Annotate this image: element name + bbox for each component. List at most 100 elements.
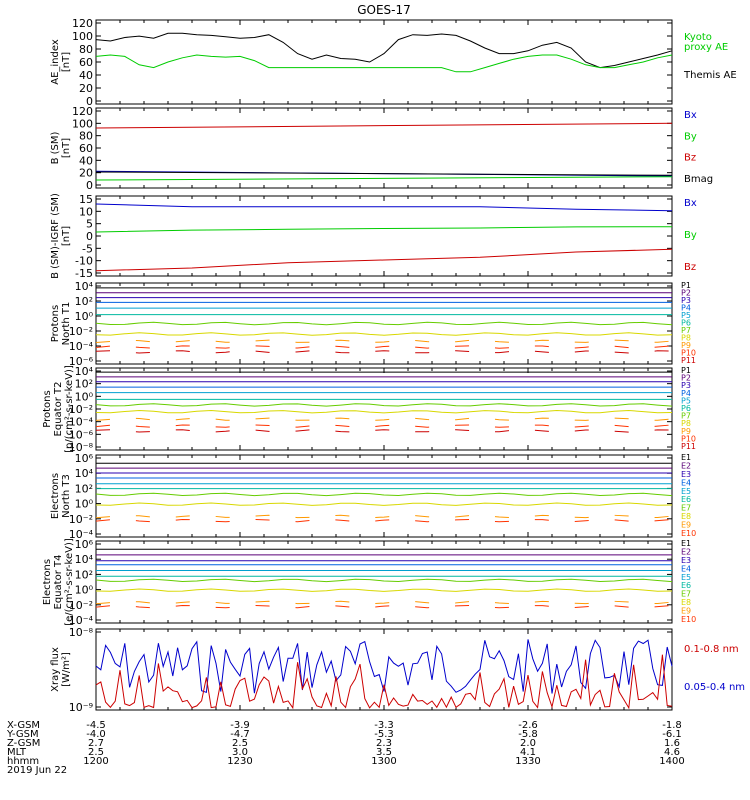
x-value: 2.7 bbox=[88, 738, 104, 749]
legend-entry: P4 bbox=[681, 389, 691, 398]
legend-entry: P5 bbox=[681, 396, 691, 405]
y-tick-label: 10⁴ bbox=[75, 280, 94, 293]
x-value: 1200 bbox=[83, 756, 108, 767]
legend-entry: E6 bbox=[681, 495, 691, 504]
legend-entry: Bz bbox=[684, 262, 696, 273]
y-tick-label: 40 bbox=[79, 154, 93, 167]
legend-entry: P10 bbox=[681, 434, 696, 443]
legend-entry: E7 bbox=[681, 590, 691, 599]
legend-entry: E3 bbox=[681, 470, 691, 479]
series-line-0-05-0-4-nm bbox=[95, 639, 673, 694]
channel-line-8 bbox=[95, 409, 673, 414]
channel-line-7 bbox=[95, 578, 673, 583]
x-value: 2.3 bbox=[376, 738, 392, 749]
legend-entry: Bmag bbox=[684, 174, 713, 185]
x-value: 3.0 bbox=[232, 747, 248, 758]
x-value: 4.6 bbox=[664, 747, 680, 758]
legend-entry: 0.05-0.4 nm bbox=[684, 682, 745, 693]
legend-entry: P6 bbox=[681, 319, 691, 328]
legend-entry: E10 bbox=[681, 615, 696, 624]
y-tick-label: 10 bbox=[79, 205, 93, 218]
y-axis-title: AE_index bbox=[50, 39, 61, 85]
y-axis-title: Xray flux bbox=[50, 647, 61, 692]
y-tick-label: 40 bbox=[79, 69, 93, 82]
y-tick-label: -10 bbox=[75, 255, 93, 268]
y-tick-label: 5 bbox=[86, 218, 93, 231]
legend-entry: P11 bbox=[681, 356, 696, 365]
x-row-label: X-GSM bbox=[7, 720, 40, 731]
legend-entry: E8 bbox=[681, 598, 691, 607]
y-axis-title: [nT] bbox=[61, 226, 72, 246]
x-row-label: 2019 Jun 22 bbox=[7, 765, 67, 776]
legend-entry: E4 bbox=[681, 564, 691, 573]
y-tick-label: 10⁻⁴ bbox=[69, 340, 94, 353]
channel-line-10 bbox=[95, 518, 673, 523]
x-value: -3.9 bbox=[230, 720, 250, 731]
y-tick-label: 10² bbox=[75, 378, 93, 391]
x-value: 1400 bbox=[659, 756, 684, 767]
legend-entry: E5 bbox=[681, 573, 691, 582]
y-tick-label: 10⁻² bbox=[69, 403, 93, 416]
series-line-bmag bbox=[95, 171, 673, 176]
y-tick-label: 10⁻² bbox=[69, 599, 93, 612]
channel-line-10 bbox=[95, 604, 673, 609]
y-axis-title: [p/(cm²-s-sr-keV)] bbox=[64, 365, 75, 453]
y-tick-label: -15 bbox=[75, 267, 93, 280]
legend-entry: E9 bbox=[681, 607, 691, 616]
series-line-by bbox=[95, 226, 673, 233]
legend-entry: By bbox=[684, 230, 697, 241]
series-line-bx bbox=[95, 203, 673, 212]
y-tick-label: 10⁻⁴ bbox=[69, 528, 94, 541]
x-value: 2.5 bbox=[232, 738, 248, 749]
y-tick-label: 10² bbox=[75, 295, 93, 308]
series-line-bz bbox=[95, 122, 673, 129]
y-tick-label: 60 bbox=[79, 56, 93, 69]
x-row-label: hhmm bbox=[7, 756, 39, 767]
x-value: 1.6 bbox=[664, 738, 680, 749]
series-line-themis-ae bbox=[95, 32, 673, 69]
y-tick-label: 0 bbox=[86, 230, 93, 243]
y-axis-title: [nT] bbox=[61, 138, 72, 158]
y-tick-label: 80 bbox=[79, 130, 93, 143]
y-tick-label: 15 bbox=[79, 193, 93, 206]
y-tick-label: 10⁰ bbox=[75, 390, 94, 403]
legend-entry: E4 bbox=[681, 478, 691, 487]
x-value: 1330 bbox=[515, 756, 540, 767]
y-tick-label: 10⁴ bbox=[75, 467, 94, 480]
y-tick-label: 60 bbox=[79, 142, 93, 155]
y-tick-label: 120 bbox=[72, 105, 93, 118]
x-value: -1.8 bbox=[662, 720, 682, 731]
channel-line-7 bbox=[95, 492, 673, 497]
y-tick-label: 100 bbox=[72, 30, 93, 43]
y-tick-label: 0 bbox=[86, 179, 93, 192]
channel-line-10 bbox=[95, 345, 673, 349]
y-tick-label: 10⁻⁹ bbox=[69, 701, 93, 714]
legend-entry: Themis AE bbox=[683, 70, 737, 81]
legend-entry: P2 bbox=[681, 289, 691, 298]
x-value: 1230 bbox=[227, 756, 252, 767]
panel-frame bbox=[95, 367, 673, 451]
y-tick-label: 10⁰ bbox=[75, 310, 94, 323]
legend-entry: Bx bbox=[684, 198, 697, 209]
legend-entry: By bbox=[684, 131, 697, 142]
y-tick-label: 120 bbox=[72, 17, 93, 30]
x-row-label: Z-GSM bbox=[7, 738, 40, 749]
channel-line-8 bbox=[95, 502, 673, 506]
legend-entry: P9 bbox=[681, 341, 691, 350]
legend-entry: E6 bbox=[681, 581, 691, 590]
channel-line-11 bbox=[95, 429, 673, 433]
y-tick-label: -5 bbox=[82, 242, 93, 255]
series-line-bz bbox=[95, 248, 673, 272]
legend-entry: P7 bbox=[681, 412, 691, 421]
y-tick-label: 10⁶ bbox=[75, 538, 94, 551]
x-value: 3.5 bbox=[376, 747, 392, 758]
y-tick-label: 10² bbox=[75, 568, 93, 581]
legend-entry: E2 bbox=[681, 461, 691, 470]
channel-line-8 bbox=[95, 588, 673, 592]
y-tick-label: 10⁴ bbox=[75, 553, 94, 566]
y-tick-label: 100 bbox=[72, 117, 93, 130]
